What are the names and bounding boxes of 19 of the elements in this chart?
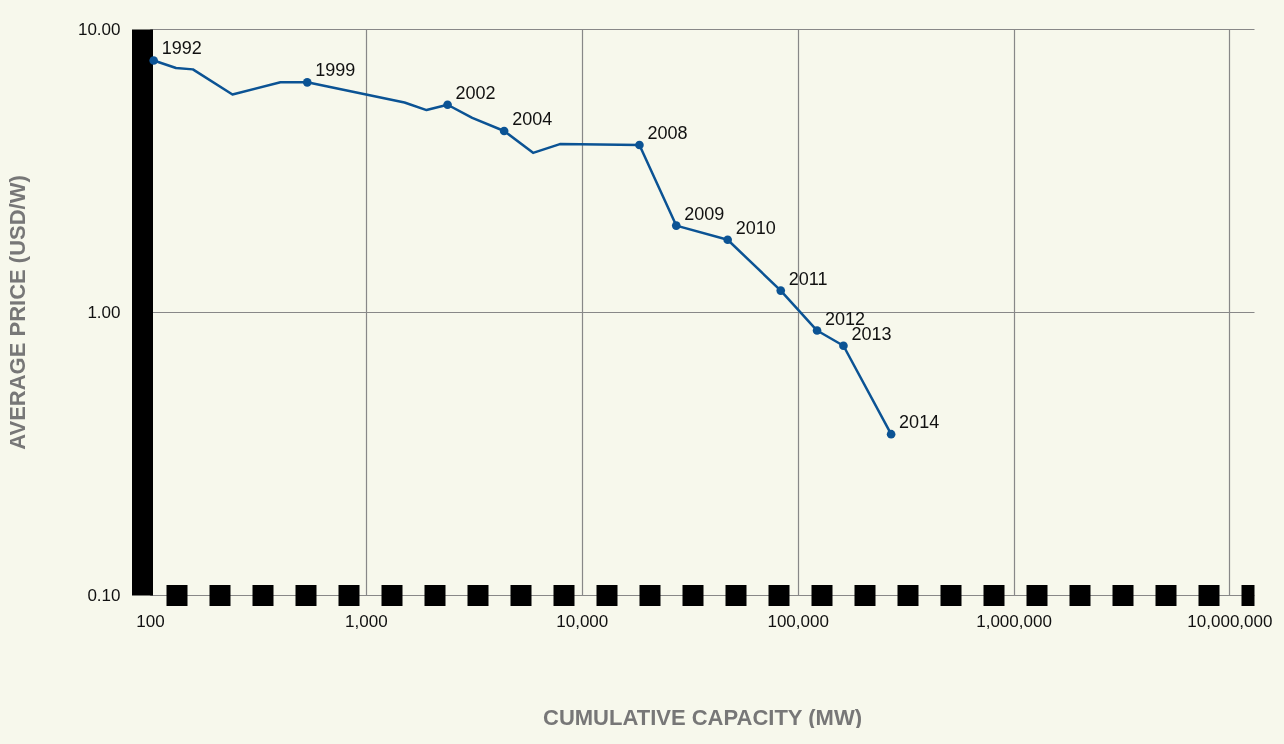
y-tick-label: 0.10: [87, 585, 121, 605]
x-tick-label: 10,000: [556, 611, 609, 631]
y-tick-label: 1.00: [87, 302, 121, 322]
annotation: 2010: [735, 217, 776, 238]
annotation: 2008: [647, 123, 688, 144]
x-tick-label: 1,000: [345, 611, 388, 631]
annotation: 1992: [161, 38, 202, 59]
x-tick-label: 100: [136, 611, 165, 631]
y-axis-title: AVERAGE PRICE (USD/W): [4, 175, 30, 450]
annotation: 1999: [315, 60, 356, 81]
x-tick-label: 100,000: [767, 611, 829, 631]
annotation: 2002: [455, 82, 496, 103]
annotation: 2004: [512, 109, 553, 130]
x-tick-label: 10,000,000: [1187, 611, 1273, 631]
y-tick-label: 10.00: [77, 19, 121, 39]
annotation: 2011: [788, 268, 828, 289]
annotation: 2009: [684, 203, 725, 224]
annotation: 2014: [899, 412, 940, 433]
x-tick-label: 1,000,000: [976, 611, 1052, 631]
